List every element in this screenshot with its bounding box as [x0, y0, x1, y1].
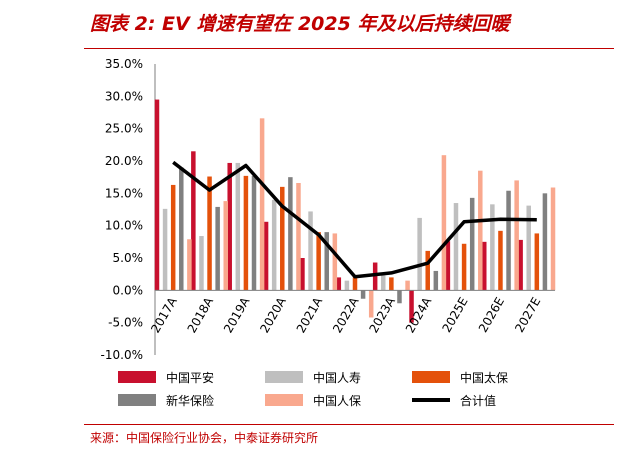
bar [187, 239, 192, 291]
bar [199, 236, 204, 291]
legend-label: 中国平安 [166, 370, 214, 385]
y-tick-label: 25.0% [105, 122, 143, 136]
bar [251, 175, 257, 291]
total-line [172, 160, 537, 279]
x-tick-label: 2021A [294, 294, 326, 335]
y-tick-label: 0.0% [113, 283, 144, 297]
bar [490, 204, 495, 291]
bar [368, 290, 374, 318]
bar [296, 182, 301, 291]
source-divider [84, 424, 614, 425]
bar [336, 277, 342, 291]
bar [235, 162, 241, 291]
bar [170, 184, 176, 291]
legend-swatch [412, 398, 450, 402]
bar [360, 290, 366, 299]
bar [215, 206, 220, 291]
y-tick-label: 10.0% [105, 219, 143, 233]
bar [162, 208, 168, 291]
bar [223, 201, 228, 291]
legend-label: 中国太保 [460, 370, 508, 385]
bar [469, 197, 475, 291]
bar [506, 190, 511, 291]
x-tick-label: 2022A [330, 294, 362, 335]
bar [308, 211, 313, 291]
legend-swatch [265, 394, 303, 406]
bar [259, 118, 265, 291]
y-tick-label: 35.0% [105, 57, 143, 71]
title-divider [84, 48, 614, 49]
bar [191, 151, 196, 291]
bar [280, 186, 285, 291]
bar [344, 280, 350, 291]
x-axis: 2017A 2018A 2019A 2020A 2021A 2022A 2023A 2024A… [148, 294, 543, 335]
x-tick-label: 2026E [476, 295, 507, 335]
bar [207, 176, 212, 291]
bar [271, 199, 277, 291]
bar [243, 175, 249, 291]
legend-label: 合计值 [460, 393, 496, 408]
bar [263, 221, 269, 291]
x-tick-label: 2020A [257, 294, 289, 335]
y-tick-label: 20.0% [105, 154, 143, 168]
x-tick-label: 2018A [185, 294, 217, 335]
y-tick-label: -5.0% [108, 316, 143, 330]
legend-swatch [265, 371, 303, 383]
x-tick-label: 2024A [403, 294, 435, 335]
bar [534, 233, 540, 291]
bar [324, 232, 329, 291]
bar [441, 155, 447, 291]
bar [381, 275, 386, 291]
bar [316, 232, 321, 291]
bar [433, 270, 439, 291]
bar [154, 99, 160, 291]
bar [518, 239, 523, 291]
bar [461, 243, 467, 291]
chart-title: 图表 2: EV 增速有望在 2025 年及以后持续回暖 [90, 13, 510, 35]
bar [417, 217, 422, 291]
bar [179, 167, 184, 291]
legend-label: 中国人保 [313, 393, 361, 408]
y-tick-label: 30.0% [105, 89, 143, 103]
bar [498, 230, 503, 291]
legend-label: 中国人寿 [313, 370, 361, 385]
bar [397, 290, 402, 304]
bar [425, 250, 430, 291]
bar [526, 205, 531, 291]
bar [300, 258, 305, 291]
bar [405, 280, 410, 291]
x-tick-label: 2025E [440, 295, 471, 335]
bar-group [154, 99, 556, 323]
y-tick-label: 5.0% [113, 251, 144, 265]
legend-label: 新华保险 [166, 393, 214, 408]
y-tick-label: -10.0% [101, 348, 143, 362]
x-tick-label: 2027E [512, 295, 543, 335]
bar [482, 241, 487, 291]
bar [332, 233, 338, 291]
bar [445, 241, 451, 291]
x-tick-label: 2019A [221, 294, 253, 335]
bar [352, 277, 358, 291]
source-note: 来源：中国保险行业协会，中泰证券研究所 [90, 431, 319, 445]
y-tick-label: 15.0% [105, 186, 143, 200]
bar [227, 162, 232, 291]
bar [372, 262, 378, 291]
bar [409, 290, 414, 323]
bar [542, 193, 548, 291]
legend-swatch [118, 371, 156, 383]
y-axis: 35.0% 30.0% 25.0% 20.0% 15.0% 10.0% 5.0% 0.0% -5… [101, 57, 143, 362]
bar [453, 203, 459, 291]
bar [514, 180, 519, 291]
bar [288, 177, 293, 291]
legend-swatch [412, 371, 450, 383]
x-tick-label: 2017A [148, 294, 180, 335]
bar [550, 187, 556, 291]
bar [478, 170, 483, 291]
legend-swatch [118, 394, 156, 406]
bar [389, 277, 394, 291]
